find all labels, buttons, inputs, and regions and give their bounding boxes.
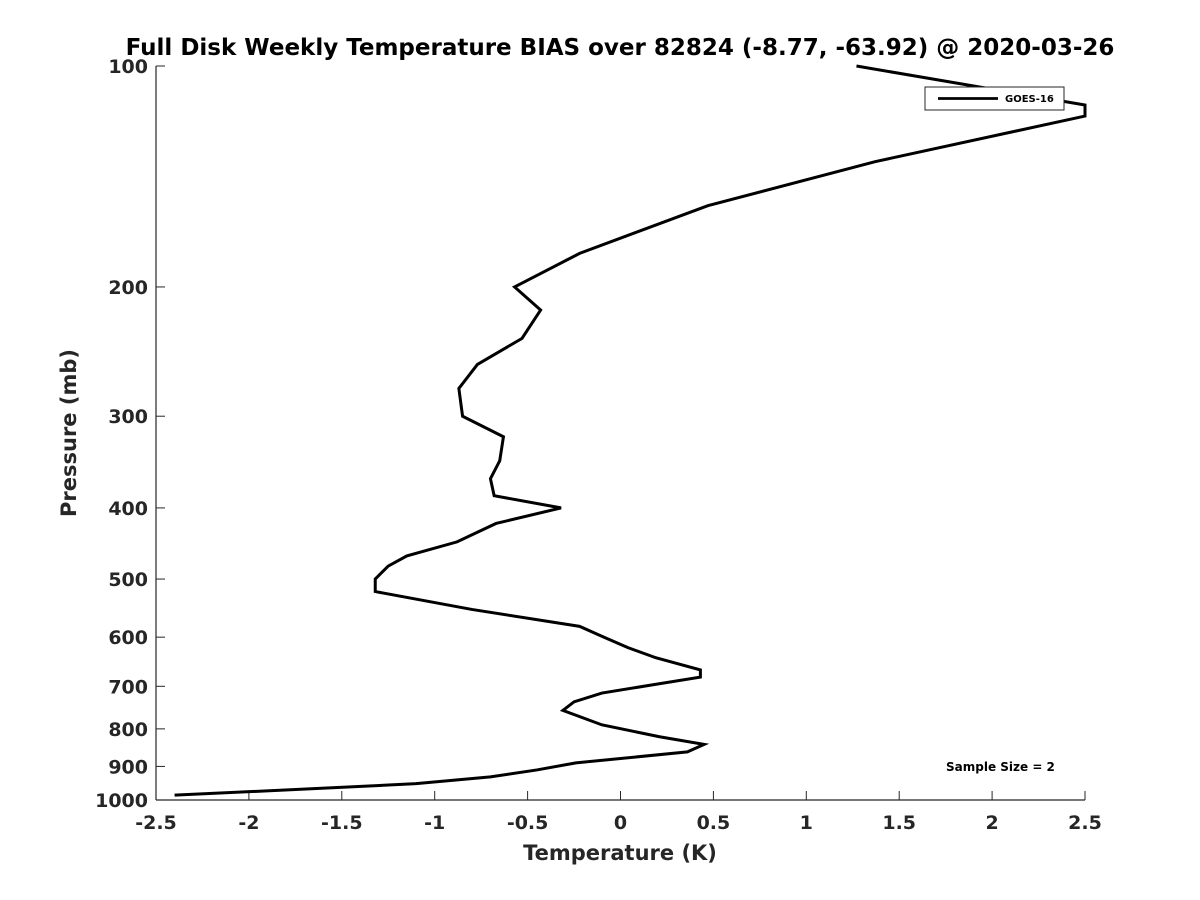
y-tick-label: 400 [108, 498, 148, 520]
x-tick-label: 1 [800, 812, 813, 834]
x-tick-label: 2 [985, 812, 998, 834]
x-tick-label: 0.5 [697, 812, 731, 834]
x-tick-label: -2.5 [135, 812, 177, 834]
legend: GOES-16 [924, 86, 1065, 111]
x-tick-label: -1 [424, 812, 445, 834]
y-tick-label: 100 [108, 56, 148, 78]
x-axis-label: Temperature (K) [523, 841, 717, 865]
x-tick-label: -1.5 [321, 812, 363, 834]
x-tick-label: 1.5 [882, 812, 916, 834]
x-tick-label: -2 [238, 812, 259, 834]
y-tick-label: 600 [108, 627, 148, 649]
y-tick-label: 900 [108, 756, 148, 778]
y-ticks: 100 200 300 400 500 600 700 800 900 1000 [95, 56, 165, 812]
plot-area [174, 64, 1087, 797]
x-tick-label: 0 [614, 812, 627, 834]
y-tick-label: 1000 [95, 790, 148, 812]
legend-label: GOES-16 [1005, 94, 1054, 105]
x-tick-label: 2.5 [1068, 812, 1102, 834]
y-tick-label: 200 [108, 277, 148, 299]
y-tick-label: 700 [108, 676, 148, 698]
y-tick-label: 300 [108, 406, 148, 428]
x-ticks: -2.5 -2 -1.5 -1 -0.5 0 0.5 1 1.5 2 2.5 [135, 791, 1102, 834]
sample-size-note: Sample Size = 2 [946, 760, 1055, 774]
y-axis-label: Pressure (mb) [57, 349, 81, 517]
x-tick-label: -0.5 [507, 812, 549, 834]
y-tick-label: 800 [108, 719, 148, 741]
y-tick-label: 500 [108, 569, 148, 591]
series-line-goes-16 [174, 64, 1087, 797]
chart-title: Full Disk Weekly Temperature BIAS over 8… [126, 35, 1115, 61]
